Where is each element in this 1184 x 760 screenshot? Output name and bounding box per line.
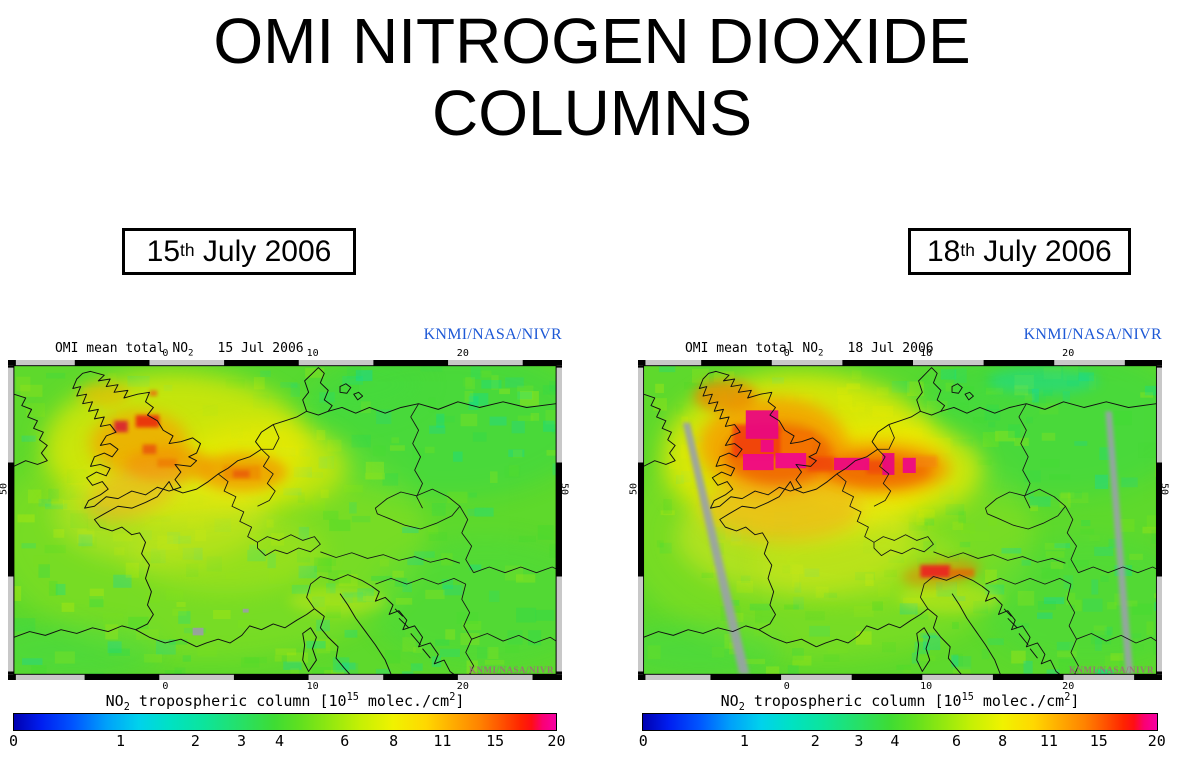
colorbar-tick-label: 0 bbox=[9, 732, 19, 750]
map-watermark: KNMI/NASA/NIVR bbox=[1068, 665, 1154, 675]
lat-tick-left: 50 bbox=[0, 482, 10, 496]
colorbar-tick-label: 11 bbox=[1039, 732, 1058, 750]
colorbar-caption: NO2 tropospheric column [1015 molec./cm2… bbox=[720, 692, 1080, 713]
page-title-line1: OMI NITROGEN DIOXIDE bbox=[213, 5, 971, 77]
lon-tick-bottom: 10 bbox=[306, 681, 319, 692]
date-rest: July 2006 bbox=[974, 234, 1112, 268]
date-day: 15 bbox=[146, 234, 181, 268]
credit-label: KNMI/NASA/NIVR bbox=[423, 326, 562, 343]
colorbar-tick-label: 20 bbox=[1147, 732, 1166, 750]
page-title: OMI NITROGEN DIOXIDE COLUMNS bbox=[0, 5, 1184, 149]
colorbar-tick-label: 8 bbox=[998, 732, 1008, 750]
colorbar-tick-label: 2 bbox=[190, 732, 200, 750]
colorbar-tick-label: 8 bbox=[389, 732, 399, 750]
colorbar-tick-label: 6 bbox=[340, 732, 350, 750]
colorbar-tick-label: 6 bbox=[951, 732, 961, 750]
lat-tick-left: 50 bbox=[628, 482, 640, 496]
map-product-label: OMI mean total NO2 bbox=[54, 341, 194, 359]
lon-tick-top: 10 bbox=[920, 348, 933, 359]
colorbar-tick-label: 4 bbox=[890, 732, 900, 750]
colorbar-tick-label: 1 bbox=[739, 732, 749, 750]
date-day: 18 bbox=[927, 234, 961, 268]
map-header: OMI mean total NO2 18 Jul 2006 KNMI/NASA/… bbox=[638, 326, 1162, 358]
lon-tick-top: 0 bbox=[162, 348, 169, 359]
panel-15-jul: OMI mean total NO2 15 Jul 2006 KNMI/NASA/… bbox=[0, 326, 569, 750]
colorbar-tick-label: 2 bbox=[810, 732, 820, 750]
lon-tick-bottom: 20 bbox=[1062, 681, 1075, 692]
lat-tick-right: 50 bbox=[1158, 482, 1170, 496]
colorbar-tick-label: 3 bbox=[854, 732, 864, 750]
lon-tick-top: 10 bbox=[306, 348, 319, 359]
lon-tick-bottom: 0 bbox=[162, 681, 169, 692]
lon-tick-top: 20 bbox=[456, 348, 469, 359]
lon-tick-bottom: 10 bbox=[920, 681, 933, 692]
colorbar-ticks: 0 1 2 3 4 6 8 11 15 20 bbox=[639, 732, 1166, 750]
map-header: OMI mean total NO2 15 Jul 2006 KNMI/NASA/… bbox=[8, 326, 562, 358]
lon-tick-top: 20 bbox=[1062, 348, 1075, 359]
page-title-line2: COLUMNS bbox=[431, 76, 753, 149]
map-watermark: KNMI/NASA/NIVR bbox=[468, 665, 554, 675]
map-wrap: 0 10 20 0 10 20 50 50 KNMI/NASA/NIVR bbox=[0, 348, 569, 692]
colorbar-tick-label: 3 bbox=[237, 732, 247, 750]
panel-18-jul: OMI mean total NO2 18 Jul 2006 KNMI/NASA/… bbox=[629, 326, 1170, 750]
colorbar-tick-label: 15 bbox=[486, 732, 505, 750]
lon-tick-bottom: 20 bbox=[456, 681, 469, 692]
colorbar-caption: NO2 tropospheric column [1015 molec./cm2… bbox=[105, 692, 465, 713]
colorbar-tick-label: 20 bbox=[547, 732, 566, 750]
no2-map-18-jul bbox=[638, 360, 1162, 680]
lon-tick-top: 0 bbox=[783, 348, 790, 359]
map-wrap: 0 10 20 0 10 20 50 50 KNMI/NASA/NIVR bbox=[629, 348, 1170, 692]
map-date-label: 18 Jul 2006 bbox=[847, 341, 934, 356]
lon-tick-bottom: 0 bbox=[783, 681, 790, 692]
map-date-label: 15 Jul 2006 bbox=[217, 341, 304, 356]
date-rest: July 2006 bbox=[194, 234, 332, 268]
colorbar-ticks: 0 1 2 3 4 6 8 11 15 20 bbox=[9, 732, 565, 750]
colorbar-tick-label: 1 bbox=[115, 732, 125, 750]
no2-map-15-jul bbox=[8, 360, 562, 680]
colorbar-tick-label: 15 bbox=[1089, 732, 1108, 750]
credit-label: KNMI/NASA/NIVR bbox=[1023, 326, 1162, 343]
colorbar-gradient bbox=[12, 713, 558, 731]
colorbar-gradient bbox=[642, 713, 1158, 731]
colorbar-tick-label: 11 bbox=[433, 732, 452, 750]
colorbar-tick-label: 4 bbox=[275, 732, 285, 750]
lat-tick-right: 50 bbox=[558, 482, 570, 496]
map-product-label: OMI mean total NO2 bbox=[684, 341, 824, 359]
colorbar-tick-label: 0 bbox=[638, 732, 648, 750]
